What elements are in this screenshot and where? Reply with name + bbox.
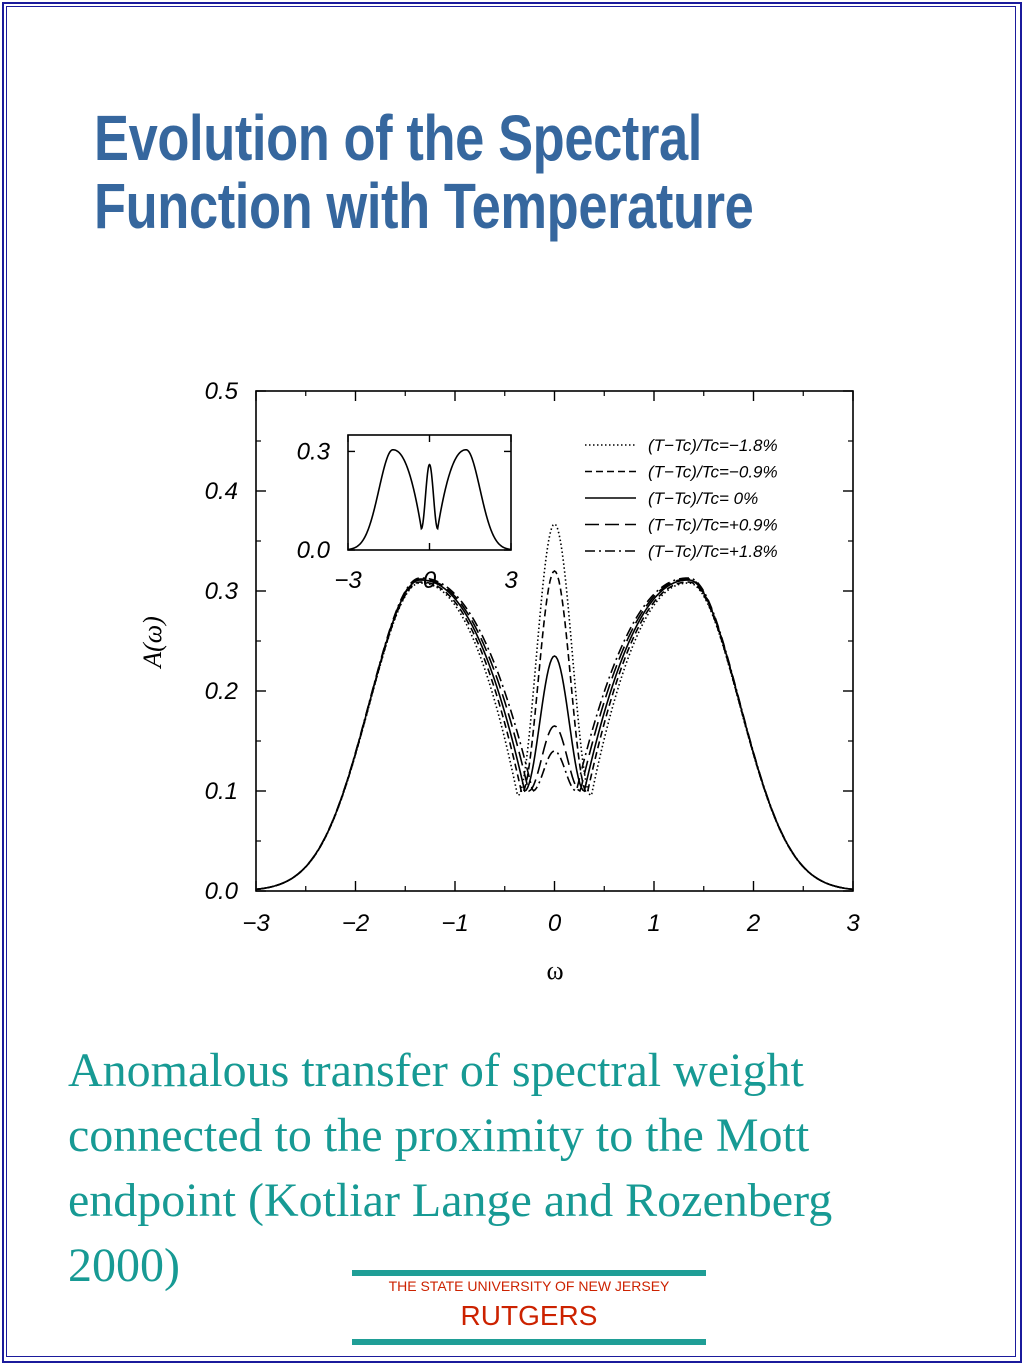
main-series-line-1 (255, 569, 854, 891)
legend-label-4: (T−Tc)/Tc=+1.8% (648, 542, 778, 561)
main-series-line-3 (255, 578, 854, 891)
caption-line: 2000) (68, 1239, 180, 1292)
main-series-line-4 (255, 577, 854, 891)
main-y-tick-label: 0.3 (205, 578, 239, 605)
legend-label-3: (T−Tc)/Tc=+0.9% (648, 516, 778, 535)
legend-label-2: (T−Tc)/Tc= 0% (648, 489, 758, 508)
main-x-tick-label: 3 (846, 910, 860, 937)
main-x-tick-label: −2 (342, 910, 369, 937)
chart-legend: (T−Tc)/Tc=−1.8% (T−Tc)/Tc=−0.9% (T−Tc)/Tc=… (585, 436, 778, 561)
main-y-tick-label: 0.0 (205, 878, 239, 905)
main-y-tick-label: 0.2 (205, 678, 238, 705)
main-y-tick-label: 0.4 (205, 478, 238, 505)
spectral-function-chart: −3 −2 −1 0 1 2 30.00.10.20.30.40.5 −3 0 30.00.3 … (138, 378, 861, 985)
slide-caption: Anomalous transfer of spectral weight co… (68, 1038, 968, 1298)
logo-university-text: THE STATE UNIVERSITY OF NEW JERSEY (388, 1278, 670, 1294)
logo-rutgers-text: RUTGERS (460, 1300, 598, 1331)
slide-title: Evolution of the Spectral Function with … (94, 104, 816, 240)
logo-bar-top (352, 1270, 706, 1276)
legend-label-1: (T−Tc)/Tc=−0.9% (648, 463, 778, 482)
main-y-tick-label: 0.1 (205, 778, 238, 805)
x-axis-label: ω (546, 956, 563, 985)
inset-x-tick-label: 0 (423, 567, 437, 594)
title-line-2: Function with Temperature (94, 170, 754, 242)
inset-plot: −3 0 3 0.0 0.3 (297, 434, 518, 594)
main-y-tick-label: 0.5 (205, 378, 239, 405)
main-x-tick-label: 2 (746, 910, 760, 937)
inset-x-tick-label: −3 (334, 567, 362, 594)
legend-label-0: (T−Tc)/Tc=−1.8% (648, 436, 778, 455)
main-x-tick-label: 0 (548, 910, 562, 937)
caption-line: connected to the proximity to the Mott (68, 1109, 810, 1162)
inset-series-line-0 (347, 448, 512, 551)
main-plot: −3 −2 −1 0 1 2 3 0.0 0.1 0.2 0.3 0.4 0.5 (205, 378, 861, 937)
inset-plot-frame (347, 434, 512, 551)
title-line-1: Evolution of the Spectral (94, 102, 702, 174)
caption-line: endpoint (Kotliar Lange and Rozenberg (68, 1174, 833, 1227)
logo-bar-bottom (352, 1339, 706, 1345)
slide-frame-inner (6, 6, 1016, 1357)
main-x-tick-label: −1 (441, 910, 468, 937)
main-x-tick-label: −3 (242, 910, 270, 937)
y-axis-label: A(ω) (138, 616, 167, 670)
main-series-line-2 (255, 579, 854, 891)
inset-y-tick-label: 0.0 (297, 537, 331, 564)
inset-x-tick-label: 3 (504, 567, 518, 594)
inset-y-tick-label: 0.3 (297, 438, 331, 465)
main-x-tick-label: 1 (647, 910, 660, 937)
caption-line: Anomalous transfer of spectral weight (68, 1044, 804, 1097)
